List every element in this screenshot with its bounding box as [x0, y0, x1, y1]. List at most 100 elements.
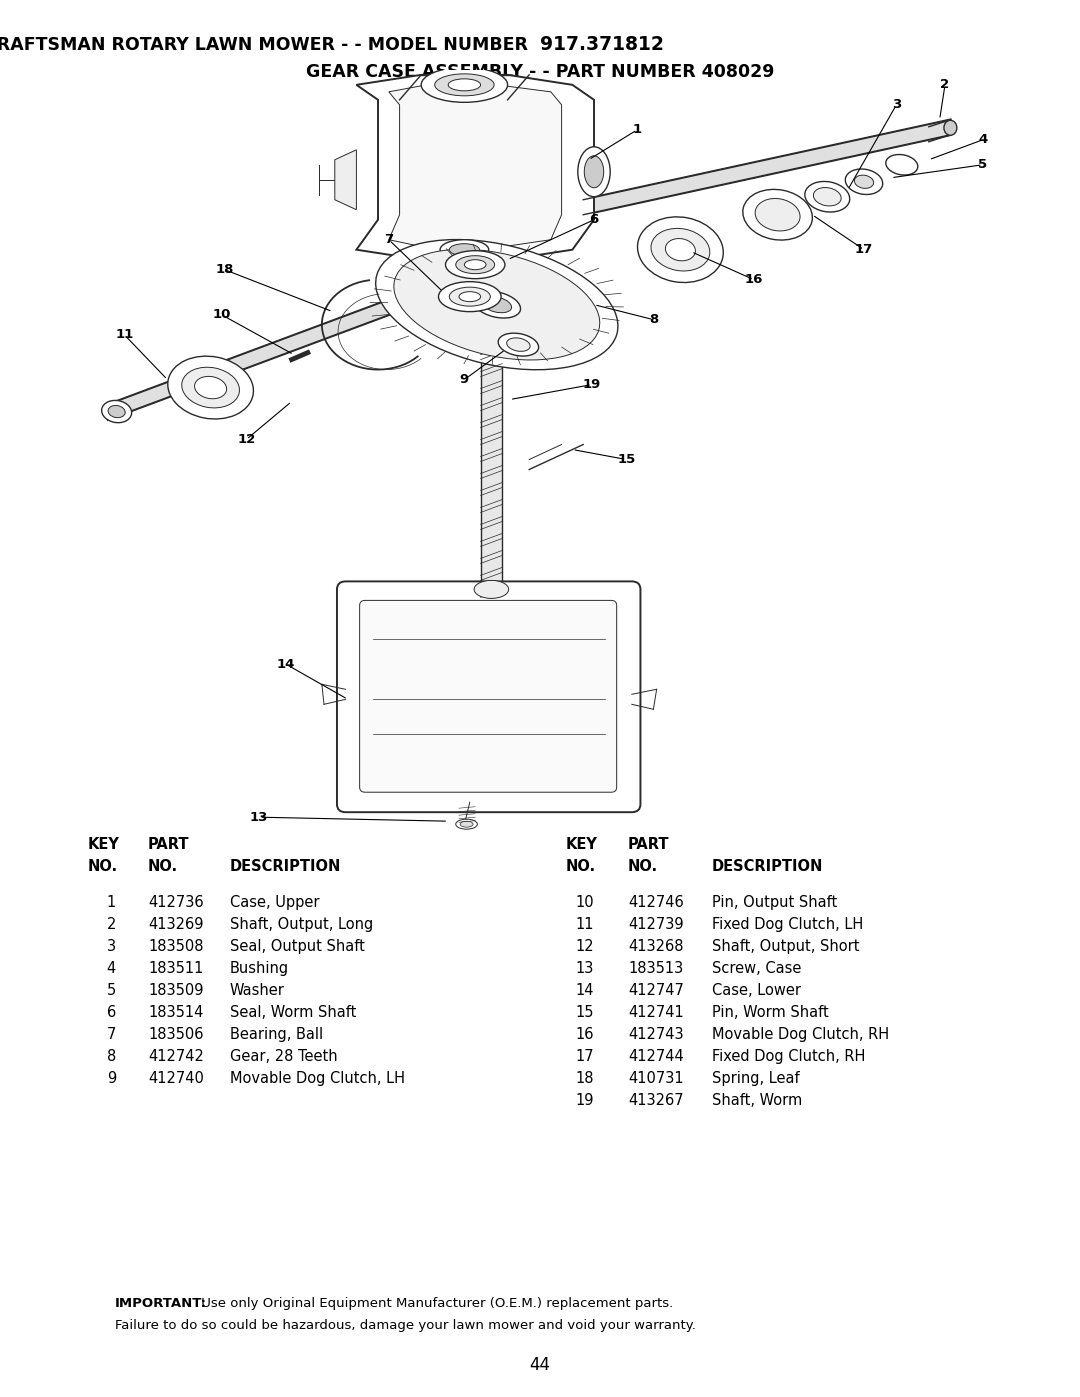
Polygon shape	[335, 149, 356, 210]
Ellipse shape	[108, 405, 125, 418]
FancyBboxPatch shape	[360, 601, 617, 792]
Text: 410731: 410731	[627, 1071, 684, 1085]
Text: 5: 5	[978, 158, 987, 172]
Text: 183506: 183506	[148, 1027, 203, 1042]
Ellipse shape	[438, 282, 501, 312]
Text: 11: 11	[116, 328, 133, 341]
Text: 412740: 412740	[148, 1071, 204, 1085]
Ellipse shape	[507, 338, 530, 352]
Text: 8: 8	[107, 1049, 116, 1065]
Text: 17: 17	[855, 243, 873, 256]
Ellipse shape	[813, 187, 841, 205]
Text: 6: 6	[107, 1004, 116, 1020]
Text: 44: 44	[529, 1356, 551, 1375]
Text: 13: 13	[576, 961, 594, 977]
Text: 14: 14	[576, 983, 594, 997]
Text: 11: 11	[576, 916, 594, 932]
Text: Failure to do so could be hazardous, damage your lawn mower and void your warran: Failure to do so could be hazardous, dam…	[114, 1319, 696, 1331]
Ellipse shape	[449, 243, 480, 256]
Ellipse shape	[449, 288, 490, 306]
Text: 1: 1	[633, 123, 642, 137]
Text: Bushing: Bushing	[230, 961, 289, 977]
Text: 3: 3	[892, 98, 901, 112]
Ellipse shape	[854, 175, 874, 189]
Ellipse shape	[435, 74, 495, 96]
Text: 413268: 413268	[627, 939, 684, 954]
Text: Washer: Washer	[230, 983, 285, 997]
Text: 412739: 412739	[627, 916, 684, 932]
Text: CRAFTSMAN ROTARY LAWN MOWER - - MODEL NUMBER: CRAFTSMAN ROTARY LAWN MOWER - - MODEL NU…	[0, 36, 540, 54]
Text: 9: 9	[460, 373, 469, 386]
Ellipse shape	[376, 239, 618, 370]
Text: KEY: KEY	[87, 837, 120, 852]
Text: 917.371812: 917.371812	[540, 35, 664, 54]
Text: 18: 18	[215, 263, 234, 277]
Text: 413269: 413269	[148, 916, 203, 932]
Ellipse shape	[665, 239, 696, 261]
Ellipse shape	[805, 182, 850, 212]
Ellipse shape	[473, 291, 521, 319]
Ellipse shape	[194, 376, 227, 398]
Ellipse shape	[448, 78, 481, 91]
Text: 4: 4	[978, 133, 987, 147]
Text: 15: 15	[618, 453, 635, 467]
Ellipse shape	[755, 198, 800, 231]
Text: Movable Dog Clutch, LH: Movable Dog Clutch, LH	[230, 1071, 405, 1085]
Ellipse shape	[482, 296, 512, 313]
Ellipse shape	[651, 228, 710, 271]
Ellipse shape	[446, 250, 504, 278]
Text: Movable Dog Clutch, RH: Movable Dog Clutch, RH	[712, 1027, 889, 1042]
Ellipse shape	[421, 67, 508, 102]
Ellipse shape	[441, 240, 489, 260]
Ellipse shape	[456, 819, 477, 830]
Text: 9: 9	[107, 1071, 116, 1085]
Text: NO.: NO.	[87, 859, 118, 875]
Text: 3: 3	[107, 939, 116, 954]
Text: 412746: 412746	[627, 895, 684, 909]
Text: 12: 12	[576, 939, 594, 954]
Ellipse shape	[167, 356, 254, 419]
Text: 412736: 412736	[148, 895, 204, 909]
Polygon shape	[356, 75, 594, 260]
Text: Case, Upper: Case, Upper	[230, 895, 320, 909]
Text: DESCRIPTION: DESCRIPTION	[230, 859, 341, 875]
Text: 183513: 183513	[627, 961, 684, 977]
Text: Shaft, Output, Short: Shaft, Output, Short	[712, 939, 860, 954]
Text: 183509: 183509	[148, 983, 203, 997]
Text: 412741: 412741	[627, 1004, 684, 1020]
Text: Use only Original Equipment Manufacturer (O.E.M.) replacement parts.: Use only Original Equipment Manufacturer…	[197, 1296, 673, 1310]
Text: 2: 2	[107, 916, 116, 932]
Text: NO.: NO.	[566, 859, 596, 875]
Text: 18: 18	[576, 1071, 594, 1085]
Text: Gear, 28 Teeth: Gear, 28 Teeth	[230, 1049, 338, 1065]
Text: 8: 8	[649, 313, 658, 326]
Text: NO.: NO.	[627, 859, 658, 875]
Text: 19: 19	[583, 379, 600, 391]
Text: 7: 7	[107, 1027, 116, 1042]
FancyBboxPatch shape	[337, 581, 640, 812]
Text: 7: 7	[384, 233, 393, 246]
Text: KEY: KEY	[566, 837, 598, 852]
Polygon shape	[481, 320, 502, 729]
Text: 412747: 412747	[627, 983, 684, 997]
Text: PART: PART	[148, 837, 189, 852]
Text: DESCRIPTION: DESCRIPTION	[712, 859, 823, 875]
Text: Bearing, Ball: Bearing, Ball	[230, 1027, 323, 1042]
Ellipse shape	[578, 147, 610, 197]
Text: 2: 2	[941, 78, 949, 91]
Text: Pin, Output Shaft: Pin, Output Shaft	[712, 895, 837, 909]
Text: Screw, Case: Screw, Case	[712, 961, 801, 977]
Text: Fixed Dog Clutch, LH: Fixed Dog Clutch, LH	[712, 916, 863, 932]
Ellipse shape	[459, 292, 481, 302]
Ellipse shape	[846, 169, 882, 194]
Text: GEAR CASE ASSEMBLY - - PART NUMBER 408029: GEAR CASE ASSEMBLY - - PART NUMBER 40802…	[306, 63, 774, 81]
Text: 412743: 412743	[627, 1027, 684, 1042]
Text: 183514: 183514	[148, 1004, 203, 1020]
Text: 10: 10	[576, 895, 594, 909]
Ellipse shape	[637, 217, 724, 282]
Text: 16: 16	[576, 1027, 594, 1042]
Ellipse shape	[886, 155, 918, 175]
Text: Seal, Worm Shaft: Seal, Worm Shaft	[230, 1004, 356, 1020]
Ellipse shape	[460, 821, 473, 827]
Polygon shape	[389, 85, 562, 247]
